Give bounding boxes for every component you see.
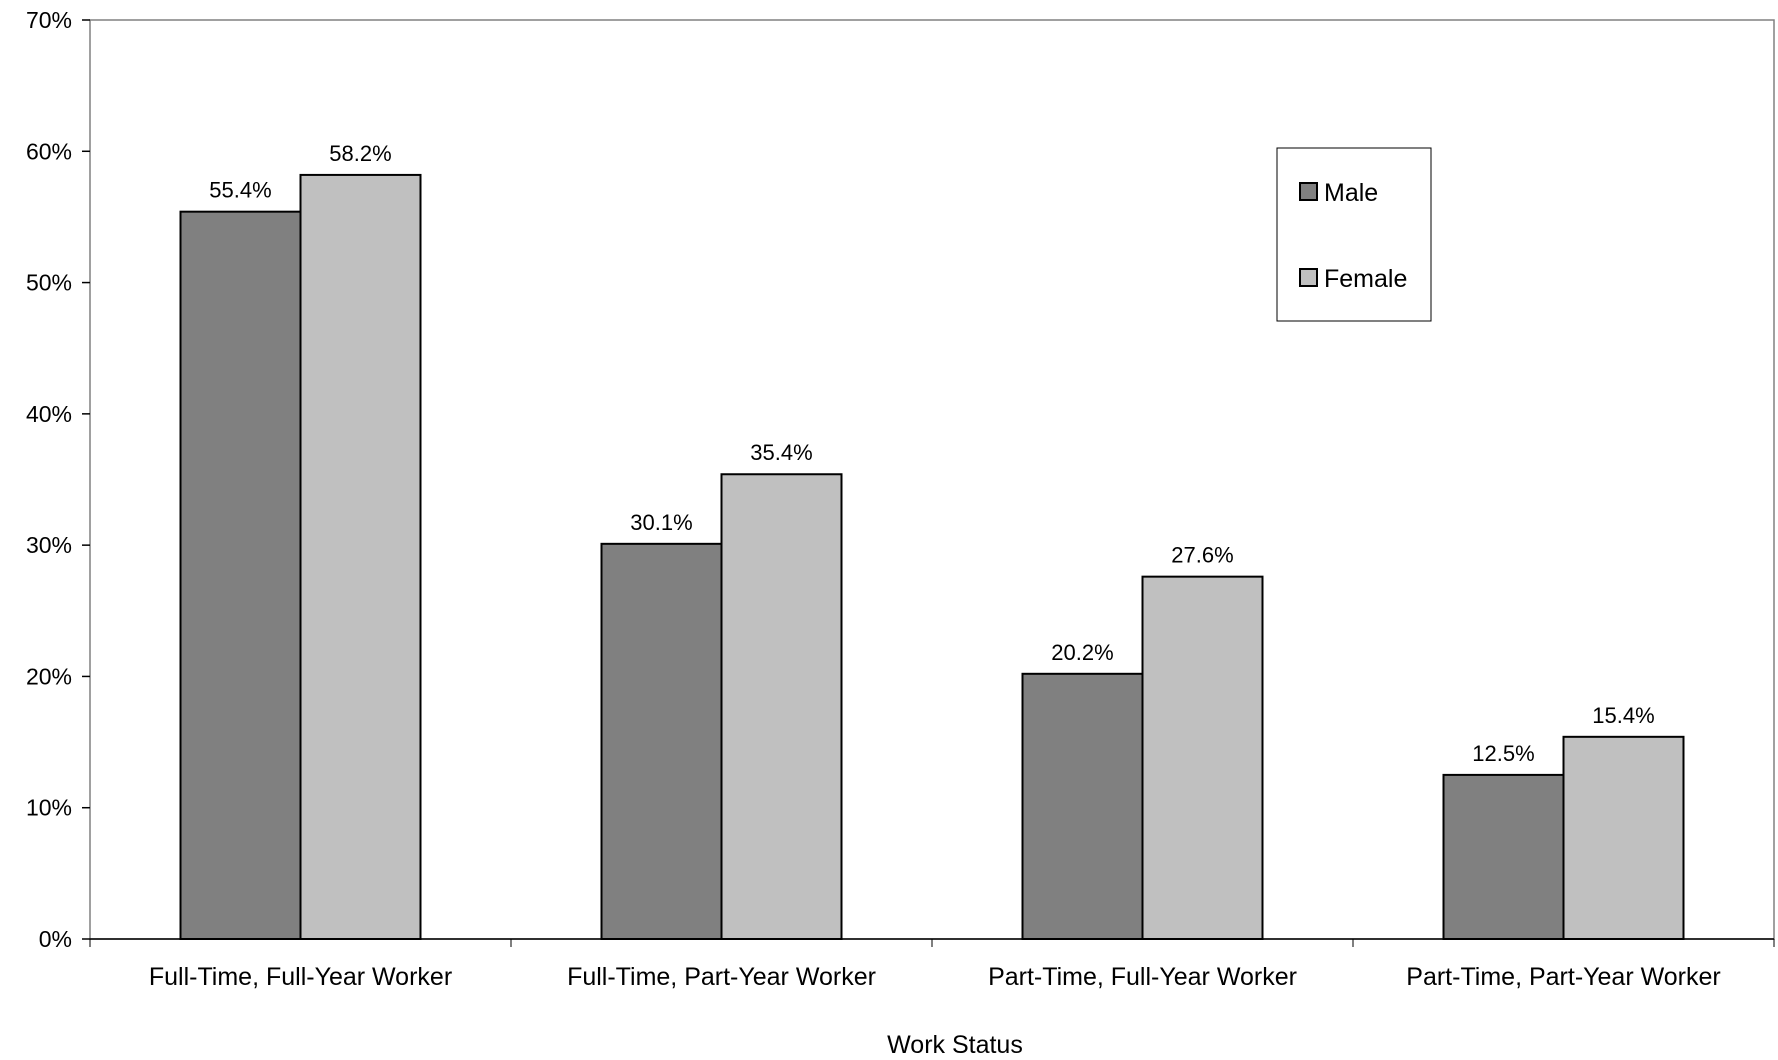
x-category-label: Full-Time, Part-Year Worker: [567, 963, 876, 991]
bar-male: [1442, 773, 1565, 941]
data-label: 20.2%: [1051, 640, 1113, 665]
bar-female: [720, 473, 843, 940]
y-tick-label: 60%: [26, 138, 72, 164]
legend-swatch-female: [1299, 268, 1318, 287]
legend-box: [1276, 147, 1432, 322]
x-axis-ticks: Full-Time, Full-Year Worker Full-Time, Pa…: [89, 939, 1775, 991]
y-tick-label: 50%: [26, 270, 72, 296]
data-label: 12.5%: [1472, 741, 1534, 766]
data-label: 27.6%: [1171, 543, 1233, 568]
legend-label-female: Female: [1324, 265, 1407, 293]
legend-label-male: Male: [1324, 179, 1378, 207]
bar-female: [299, 173, 422, 941]
x-category-label: Part-Time, Full-Year Worker: [988, 963, 1297, 991]
y-tick-label: 40%: [26, 401, 72, 427]
bar-female: [1562, 735, 1685, 940]
bar-female: [1141, 575, 1264, 940]
bars: [179, 173, 1685, 941]
x-category-label: Part-Time, Part-Year Worker: [1406, 963, 1720, 991]
data-label: 30.1%: [630, 510, 692, 535]
legend: Male Female: [1276, 147, 1432, 322]
bar-male: [1021, 672, 1144, 940]
y-tick-label: 30%: [26, 532, 72, 558]
data-label: 15.4%: [1592, 703, 1654, 728]
x-category-label: Full-Time, Full-Year Worker: [149, 963, 452, 991]
bar-male: [600, 542, 723, 941]
data-label: 55.4%: [209, 178, 271, 203]
data-labels: 55.4% 58.2% 30.1% 35.4% 20.2% 27.6% 12.5% 15.4%: [209, 141, 1654, 766]
x-axis-title: Work Status: [887, 1031, 1023, 1059]
y-tick-label: 70%: [26, 7, 72, 33]
y-tick-label: 10%: [26, 795, 72, 821]
data-label: 58.2%: [329, 141, 391, 166]
y-axis-ticks: 0% 10% 20% 30% 40% 50% 60% 70%: [26, 7, 90, 952]
legend-swatch-male: [1299, 182, 1318, 201]
y-tick-label: 0%: [39, 926, 72, 952]
data-label: 35.4%: [750, 440, 812, 465]
y-tick-label: 20%: [26, 663, 72, 689]
bar-male: [179, 210, 302, 941]
